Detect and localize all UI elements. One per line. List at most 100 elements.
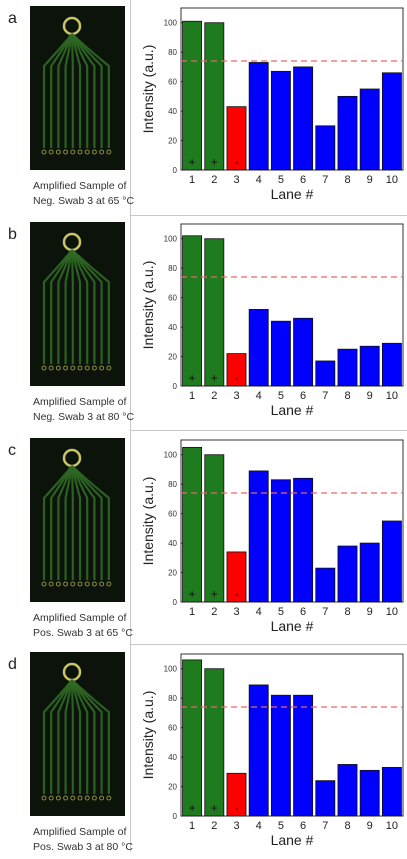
- y-tick-label: 40: [168, 753, 177, 762]
- y-tick-label: 40: [168, 323, 177, 332]
- x-tick-label: 9: [367, 390, 373, 402]
- microfluidic-chip-photo: [30, 438, 125, 602]
- bar: [182, 235, 203, 387]
- x-tick-label: 8: [344, 606, 350, 618]
- bar: [248, 309, 269, 387]
- panel-caption: Amplified Sample of Neg. Swab 3 at 65 °C: [33, 179, 143, 209]
- x-tick-label: 3: [233, 820, 239, 832]
- y-tick-label: 80: [168, 480, 177, 489]
- bar: [293, 694, 314, 817]
- microfluidic-chip-photo: [30, 6, 125, 170]
- bar: [270, 70, 291, 171]
- chip-outlet: [70, 365, 76, 371]
- panel-divider: [130, 644, 407, 645]
- y-axis-label: Intensity (a.u.): [140, 45, 156, 134]
- panel-letter: d: [8, 656, 17, 673]
- caption-line-2: Pos. Swab 3 at 65 °C: [33, 627, 133, 639]
- chip-outlet: [41, 581, 47, 587]
- panel-caption: Amplified Sample of Pos. Swab 3 at 80 °C: [33, 825, 143, 855]
- chip-outlet: [99, 149, 105, 155]
- y-tick-label: 100: [164, 451, 178, 460]
- x-tick-label: 1: [189, 606, 195, 618]
- caption-line-1: Amplified Sample of: [33, 180, 127, 192]
- chip-illustration: [30, 222, 125, 386]
- y-tick-label: 0: [173, 166, 178, 175]
- chip-outlet: [91, 581, 97, 587]
- x-tick-label: 9: [367, 820, 373, 832]
- chip-channel: [71, 33, 110, 148]
- x-axis-label: Lane #: [271, 186, 314, 202]
- bar-marker: +: [189, 801, 196, 815]
- chip-outlet: [55, 365, 61, 371]
- x-tick-label: 8: [344, 820, 350, 832]
- microfluidic-chip-photo: [30, 222, 125, 386]
- x-axis-label: Lane #: [271, 402, 314, 418]
- chip-outlet: [77, 149, 83, 155]
- chip-outlet: [106, 581, 112, 587]
- x-axis-label: Lane #: [271, 618, 314, 634]
- chip-channel: [71, 249, 110, 364]
- x-tick-label: 8: [344, 390, 350, 402]
- chip-outlet: [63, 365, 69, 371]
- bar-marker: -: [235, 801, 239, 815]
- bar-marker: -: [235, 587, 239, 601]
- x-tick-label: 10: [386, 390, 398, 402]
- y-tick-label: 60: [168, 294, 177, 303]
- bar: [359, 769, 380, 817]
- x-tick-label: 10: [386, 606, 398, 618]
- bar: [315, 125, 336, 171]
- bar: [381, 520, 402, 603]
- y-tick-label: 60: [168, 78, 177, 87]
- bar: [381, 342, 402, 387]
- chip-outlet: [77, 365, 83, 371]
- bar-marker: +: [211, 587, 218, 601]
- bar: [226, 353, 247, 387]
- y-tick-label: 40: [168, 107, 177, 116]
- bar: [270, 694, 291, 817]
- chip-outlet: [91, 365, 97, 371]
- bar: [315, 360, 336, 387]
- chip-outlet: [55, 581, 61, 587]
- y-tick-label: 0: [173, 812, 178, 821]
- panel-divider: [130, 430, 407, 431]
- chip-channel: [70, 33, 74, 148]
- caption-line-2: Pos. Swab 3 at 80 °C: [33, 841, 133, 853]
- x-tick-label: 2: [211, 820, 217, 832]
- chip-outlet: [99, 581, 105, 587]
- panel-letter: c: [8, 442, 16, 459]
- y-tick-label: 100: [164, 235, 178, 244]
- chip-outlet: [106, 149, 112, 155]
- x-tick-label: 6: [300, 390, 306, 402]
- y-tick-label: 80: [168, 694, 177, 703]
- column-divider: [130, 0, 131, 852]
- bar: [248, 62, 269, 171]
- x-tick-label: 1: [189, 390, 195, 402]
- chip-outlet: [63, 795, 69, 801]
- bar: [248, 684, 269, 817]
- bar: [293, 317, 314, 387]
- chip-outlet: [84, 365, 90, 371]
- chip-illustration: [30, 652, 125, 816]
- bar: [226, 106, 247, 171]
- chip-channel: [70, 249, 74, 364]
- y-tick-label: 20: [168, 137, 177, 146]
- chip-channel: [70, 679, 74, 794]
- chip-outlet: [84, 581, 90, 587]
- x-tick-label: 5: [278, 174, 284, 186]
- x-tick-label: 5: [278, 390, 284, 402]
- bar-marker: +: [189, 371, 196, 385]
- bar: [337, 764, 358, 817]
- x-tick-label: 5: [278, 606, 284, 618]
- chip-outlet: [106, 795, 112, 801]
- x-tick-label: 4: [256, 606, 262, 618]
- chip-outlet: [41, 365, 47, 371]
- chip-illustration: [30, 6, 125, 170]
- panel-a: a Amplified Sample of Neg. Swab 3 at 65 …: [0, 0, 407, 213]
- y-tick-label: 100: [164, 665, 178, 674]
- chip-outlet: [41, 149, 47, 155]
- bar: [293, 477, 314, 603]
- bar-chart: 0 20 40 60 80 100 1 +2 +3 - 4 5 6 7 8 9 10 Lane # Intensit…: [140, 653, 404, 848]
- chip-outlet: [48, 581, 54, 587]
- chip-outlet: [48, 365, 54, 371]
- x-tick-label: 7: [322, 174, 328, 186]
